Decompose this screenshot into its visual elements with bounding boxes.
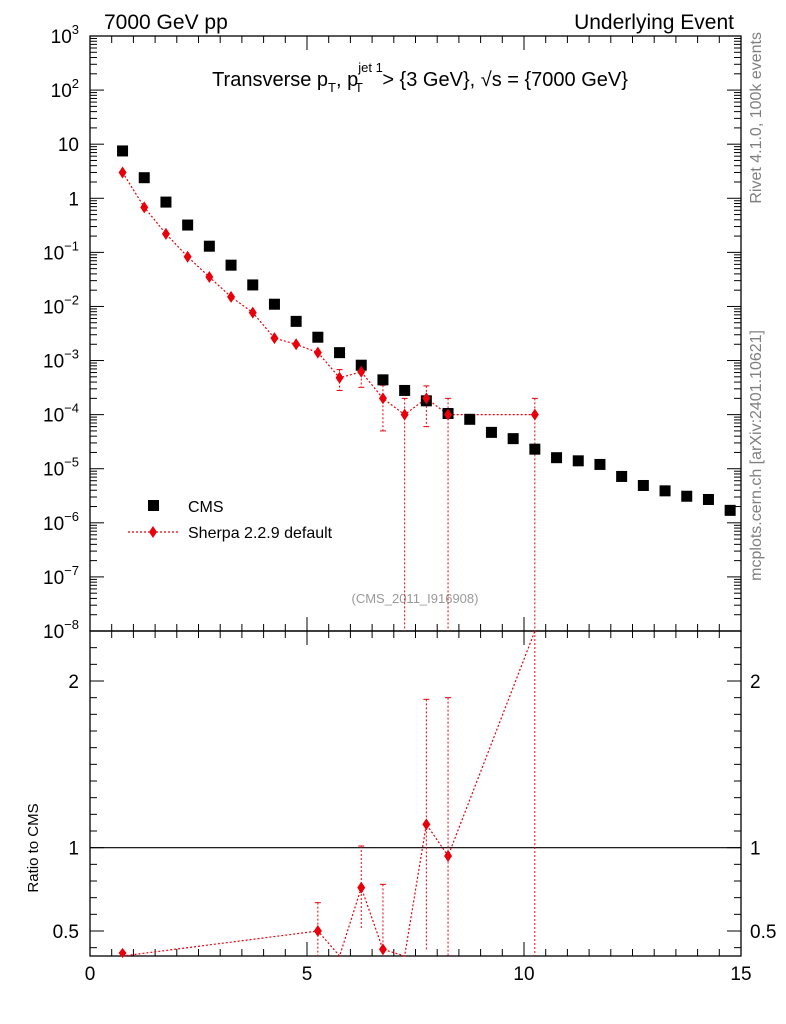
y-tick-label: 10−4 xyxy=(43,401,79,427)
ratio-point xyxy=(422,818,431,831)
header-right: Underlying Event xyxy=(574,11,734,34)
axes: 0 5 10 1510310210110−110−210−310−410−510−61… xyxy=(43,22,776,985)
cms-point xyxy=(464,413,476,425)
ratio-plot-frame xyxy=(89,630,742,957)
ratio-point xyxy=(357,881,366,894)
cms-point xyxy=(681,490,693,502)
cms-point xyxy=(355,359,367,371)
ratio-y-tick-label-right: 0.5 xyxy=(750,922,776,943)
x-tick-label: 5 xyxy=(302,964,313,985)
legend-cms-marker xyxy=(148,500,159,511)
legend-mc-marker xyxy=(149,526,157,538)
ratio-y-tick-label: 0.5 xyxy=(53,922,79,943)
y-tick-label: 10−2 xyxy=(43,292,79,318)
cms-point xyxy=(724,504,736,516)
cms-point xyxy=(268,298,280,310)
mc-series-line xyxy=(122,172,535,416)
y-tick-label: 10−5 xyxy=(43,455,79,481)
x-tick-label: 15 xyxy=(730,964,751,985)
cms-point xyxy=(312,331,324,343)
mc-point xyxy=(292,338,301,351)
cms-point xyxy=(334,347,346,359)
mc-point xyxy=(422,392,431,405)
ratio-point xyxy=(118,948,127,958)
ratio-point xyxy=(313,925,322,937)
x-tick-label: 0 xyxy=(85,964,96,985)
cms-point xyxy=(247,279,259,291)
cms-point xyxy=(616,470,628,482)
marks xyxy=(117,145,736,958)
y-tick-label: 1 xyxy=(68,189,79,210)
legend-cms-label: CMS xyxy=(188,499,224,516)
ratio-y-tick-label: 1 xyxy=(68,839,79,860)
ratio-ylabel: Ratio to CMS xyxy=(25,803,42,892)
y-tick-label: 10−8 xyxy=(43,617,79,643)
cms-point xyxy=(138,172,150,184)
x-tick-label: 10 xyxy=(513,964,534,985)
mc-point xyxy=(378,392,387,405)
side-text-top: Rivet 4.1.0, 100k events xyxy=(748,32,765,204)
mc-point xyxy=(270,332,279,345)
y-tick-label: 10 xyxy=(58,135,79,156)
cms-point xyxy=(160,196,172,208)
ratio-y-tick-label: 2 xyxy=(68,672,79,693)
y-tick-label: 103 xyxy=(51,22,79,48)
mc-point xyxy=(118,166,127,179)
cms-point xyxy=(399,384,411,396)
ratio-y-tick-label-right: 2 xyxy=(750,672,761,693)
cms-point xyxy=(551,452,563,464)
cms-point xyxy=(182,219,194,231)
ratio-y-tick-label-right: 1 xyxy=(750,839,761,860)
y-tick-label: 10−6 xyxy=(43,509,79,535)
ratio-point xyxy=(378,943,387,956)
mc-point xyxy=(227,290,236,303)
mc-point xyxy=(357,365,366,378)
mc-point xyxy=(140,201,149,214)
mc-point xyxy=(530,408,539,421)
mc-point xyxy=(444,408,453,421)
mc-point xyxy=(248,306,257,319)
header-left: 7000 GeV pp xyxy=(104,11,228,34)
cms-point xyxy=(529,443,541,455)
cms-point xyxy=(225,259,237,271)
cms-point xyxy=(117,145,129,157)
y-tick-label: 10−1 xyxy=(43,238,79,264)
cms-point xyxy=(507,433,519,445)
legend-mc-label: Sherpa 2.2.9 default xyxy=(188,525,333,542)
cms-point xyxy=(572,455,584,467)
ratio-line xyxy=(122,630,536,958)
side-text-bottom: mcplots.cern.ch [arXiv:2401.10621] xyxy=(748,330,765,581)
cms-point xyxy=(637,479,649,491)
cms-point xyxy=(203,240,215,252)
ratio-point xyxy=(444,850,453,862)
mc-point xyxy=(313,346,322,359)
cms-point xyxy=(702,493,714,505)
mc-point xyxy=(335,371,344,384)
mc-point xyxy=(183,250,192,263)
cms-point xyxy=(485,426,497,438)
cms-point xyxy=(659,485,671,497)
y-tick-label: 10−7 xyxy=(43,563,79,589)
legend: CMS Sherpa 2.2.9 default xyxy=(128,499,333,542)
mc-point xyxy=(205,271,214,284)
cms-point xyxy=(290,315,302,327)
mc-point xyxy=(161,227,170,240)
cms-point xyxy=(377,374,389,386)
y-tick-label: 10−3 xyxy=(43,347,79,373)
y-tick-label: 102 xyxy=(51,76,79,102)
cms-point xyxy=(594,458,606,470)
mc-point xyxy=(400,408,409,421)
watermark: (CMS_2011_I916908) xyxy=(352,591,479,606)
